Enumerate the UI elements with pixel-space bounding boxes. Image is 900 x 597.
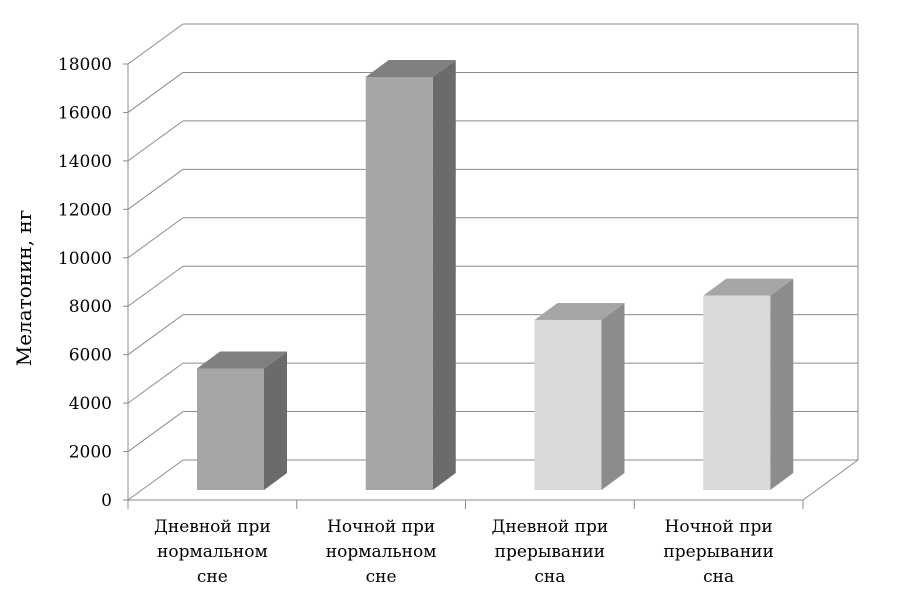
y-tick-label: 0 (101, 491, 112, 511)
x-category-label: Дневной при (154, 517, 271, 537)
bar-top (365, 60, 456, 77)
side-wall-gridline (127, 217, 184, 259)
bar (197, 368, 264, 490)
bar (703, 295, 771, 490)
side-wall-gridline (127, 120, 184, 162)
bar-side (264, 351, 287, 490)
x-category-label: Ночной при (665, 517, 773, 537)
side-wall-gridline (127, 168, 184, 210)
side-wall-gridline (127, 411, 184, 452)
bar-side (432, 60, 456, 490)
y-tick-label: 14000 (58, 152, 112, 172)
side-wall-gridline (127, 23, 184, 65)
y-tick-label: 4000 (69, 394, 112, 414)
y-tick-label: 6000 (69, 346, 112, 366)
bar-top (197, 351, 287, 369)
x-category-label: нормальном (326, 542, 437, 562)
y-tick-label: 2000 (69, 443, 112, 463)
y-axis-title: Мелатонин, нг (12, 210, 36, 367)
y-tick-label: 18000 (58, 55, 112, 75)
y-tick-label: 8000 (69, 297, 112, 317)
side-wall-gridline (127, 459, 184, 501)
side-wall-gridline (127, 362, 184, 404)
x-category-label: нормальном (157, 542, 268, 562)
bar-top (703, 278, 794, 296)
side-wall-gridline (127, 72, 184, 113)
x-category-label: сне (366, 567, 397, 587)
bar (365, 77, 433, 490)
y-tick-label: 10000 (58, 249, 112, 269)
x-category-label: сна (703, 567, 734, 587)
side-wall-gridline (127, 265, 184, 307)
side-wall-gridline (127, 314, 184, 356)
bar (534, 319, 602, 490)
bar-side (601, 302, 625, 490)
y-tick-label: 16000 (58, 103, 112, 123)
x-category-label: Дневной при (492, 517, 609, 537)
y-tick-label: 12000 (58, 200, 112, 220)
x-category-label: Ночной при (327, 517, 435, 537)
x-category-label: прерывании (495, 542, 605, 562)
bar-side (770, 278, 794, 490)
x-category-label: сне (197, 567, 228, 587)
bar-top (534, 302, 625, 320)
floor-edge (802, 459, 859, 501)
x-category-label: сна (534, 567, 565, 587)
x-category-label: прерывании (663, 542, 773, 562)
